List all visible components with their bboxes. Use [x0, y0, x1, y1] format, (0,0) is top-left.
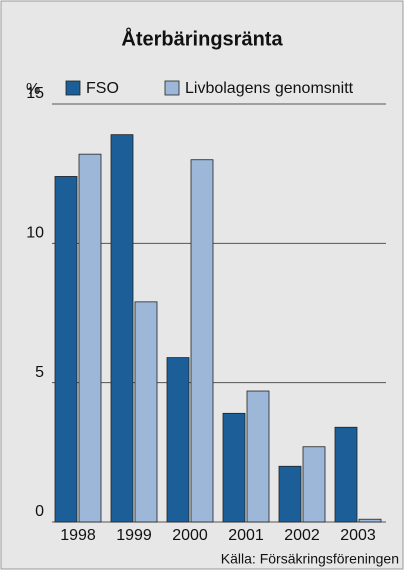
x-tick-label: 1998: [60, 527, 96, 544]
y-tick-label: 0: [35, 503, 44, 520]
source: Källa: Försäkringsföreningen: [221, 551, 399, 567]
x-tick-label: 2001: [228, 527, 264, 544]
bar: [246, 390, 270, 523]
y-tick-label: 5: [35, 364, 44, 381]
x-tick-label: 2002: [284, 527, 320, 544]
x-tick-label: 2000: [172, 527, 208, 544]
legend-swatch: [65, 80, 81, 96]
legend-label: Livbolagens genomsnitt: [185, 80, 354, 97]
bar: [358, 518, 382, 523]
bar: [334, 426, 358, 523]
bar: [78, 153, 102, 523]
bar: [110, 134, 134, 523]
y-tick-label: 15: [26, 85, 44, 102]
y-tick-label: 10: [26, 225, 44, 242]
chart-title: Återbäringsränta: [121, 26, 283, 50]
bar: [190, 159, 214, 523]
x-tick-label: 2003: [340, 527, 376, 544]
y-axis-label: %: [26, 81, 40, 98]
bar: [134, 301, 158, 523]
bar: [166, 357, 190, 523]
legend-label: FSO: [86, 80, 119, 97]
bar: [278, 465, 302, 523]
x-tick-label: 1999: [116, 527, 152, 544]
bar: [222, 412, 246, 523]
bar: [302, 446, 326, 523]
legend-swatch: [164, 80, 180, 96]
bar: [54, 176, 78, 523]
